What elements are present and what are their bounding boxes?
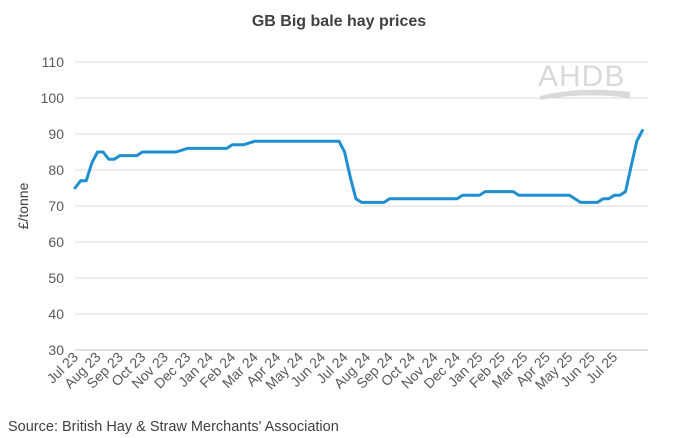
source-note: Source: British Hay & Straw Merchants' A… — [8, 419, 339, 435]
y-axis: 30 40 50 60 70 80 90 100 110 — [41, 54, 65, 358]
y-tick-label: 40 — [48, 306, 64, 322]
y-axis-label: £/tonne — [15, 182, 31, 229]
series-group — [73, 128, 644, 204]
logo-text: AHDB — [538, 60, 625, 93]
y-tick-label: 110 — [42, 54, 65, 70]
y-tick-label: 30 — [48, 342, 64, 358]
y-tick-label: 100 — [41, 90, 65, 106]
y-tick-label: 80 — [48, 162, 64, 178]
gridlines — [75, 61, 648, 315]
ahdb-logo: AHDB — [538, 60, 630, 100]
y-tick-label: 50 — [48, 270, 64, 286]
logo-swoosh — [540, 89, 630, 100]
y-tick-label: 90 — [48, 126, 64, 142]
chart-title: GB Big bale hay prices — [252, 13, 426, 30]
y-tick-label: 70 — [48, 198, 64, 214]
y-tick-label: 60 — [48, 234, 64, 250]
series-line — [73, 128, 644, 204]
